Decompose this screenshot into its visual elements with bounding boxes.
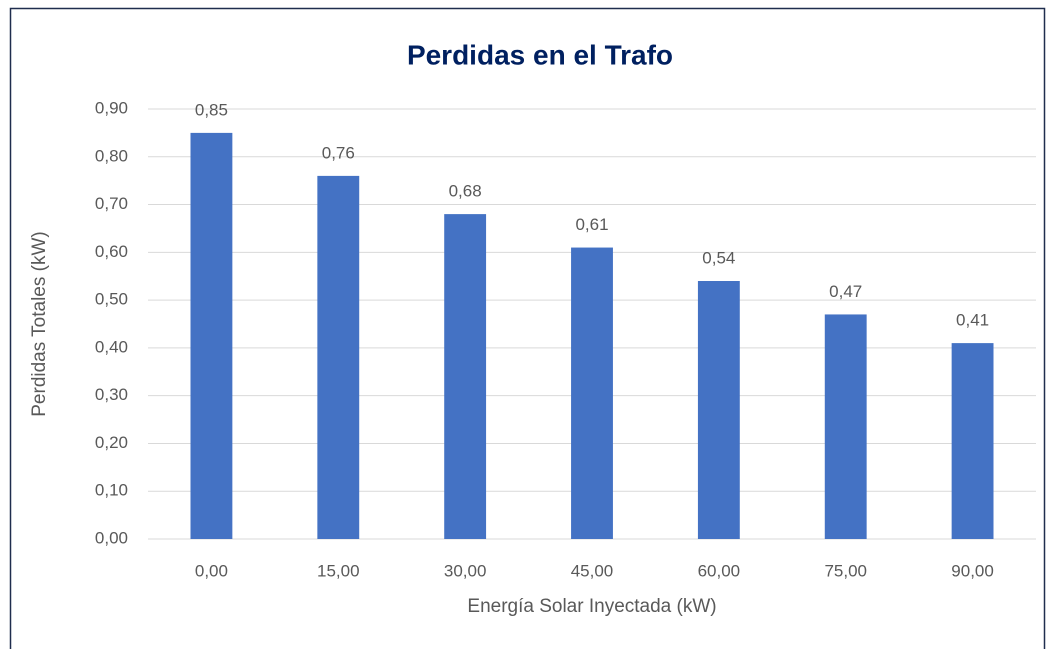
y-tick-label: 0,30 bbox=[95, 385, 128, 404]
y-tick-label: 0,00 bbox=[95, 528, 128, 547]
x-tick-label: 0,00 bbox=[195, 561, 228, 580]
data-label: 0,54 bbox=[702, 248, 735, 267]
bar bbox=[951, 343, 994, 539]
bar bbox=[444, 214, 487, 539]
y-tick-label: 0,10 bbox=[95, 481, 128, 500]
bar bbox=[697, 281, 740, 539]
x-tick-label: 60,00 bbox=[698, 561, 741, 580]
y-tick-label: 0,80 bbox=[95, 146, 128, 165]
bar bbox=[190, 132, 233, 539]
y-tick-label: 0,50 bbox=[95, 290, 128, 309]
data-label: 0,85 bbox=[195, 100, 228, 119]
x-tick-label: 15,00 bbox=[317, 561, 360, 580]
y-axis-title: Perdidas Totales (kW) bbox=[29, 231, 50, 417]
data-label: 0,76 bbox=[322, 143, 355, 162]
x-axis-title: Energía Solar Inyectada (kW) bbox=[467, 596, 716, 617]
y-tick-label: 0,70 bbox=[95, 194, 128, 213]
x-tick-label: 90,00 bbox=[951, 561, 994, 580]
chart-border bbox=[9, 7, 1046, 649]
data-label: 0,68 bbox=[449, 182, 482, 201]
x-tick-label: 30,00 bbox=[444, 561, 487, 580]
bar bbox=[317, 175, 360, 539]
data-label: 0,61 bbox=[575, 215, 608, 234]
data-label: 0,41 bbox=[956, 311, 989, 330]
y-tick-label: 0,90 bbox=[95, 98, 128, 117]
x-tick-label: 75,00 bbox=[824, 561, 867, 580]
bar bbox=[824, 314, 867, 539]
x-tick-label: 45,00 bbox=[571, 561, 614, 580]
bar bbox=[571, 247, 613, 540]
y-tick-label: 0,20 bbox=[95, 433, 128, 452]
y-tick-label: 0,40 bbox=[95, 337, 128, 356]
chart-title: Perdidas en el Trafo bbox=[407, 39, 673, 70]
y-tick-label: 0,60 bbox=[95, 242, 128, 261]
data-label: 0,47 bbox=[829, 282, 862, 301]
